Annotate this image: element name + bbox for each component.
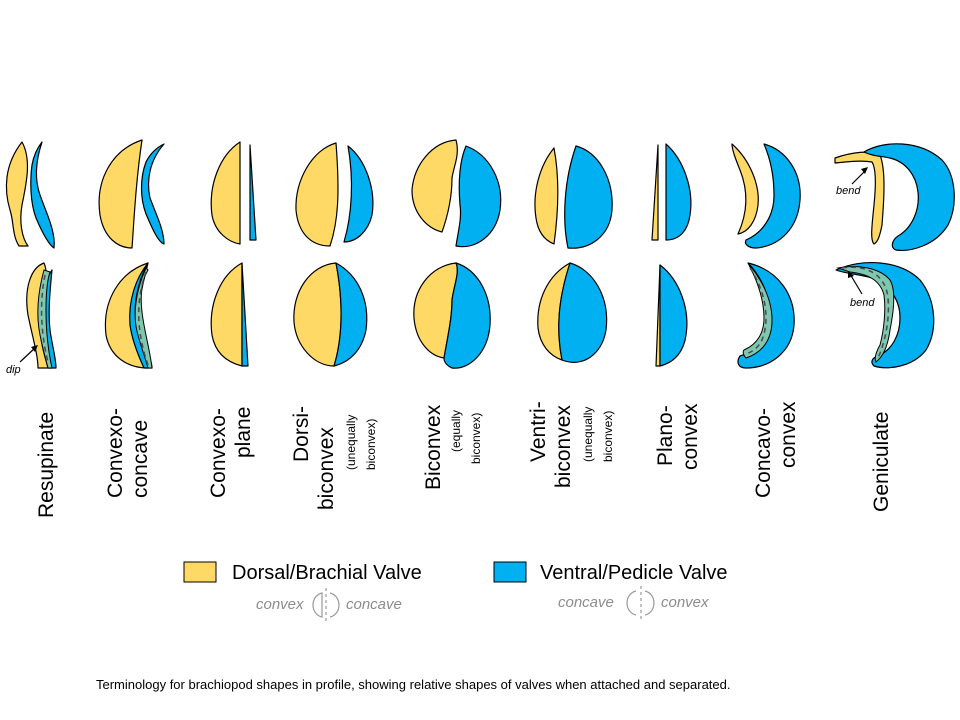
convexo-concave-dorsal-separated (98, 139, 143, 249)
geniculate-overlap-band (836, 266, 895, 363)
svg-text:Geniculate: Geniculate (870, 412, 893, 512)
label-dorsi-biconvex: Dorsi- biconvex (290, 406, 338, 510)
svg-text:Resupinate: Resupinate (35, 412, 58, 518)
legend-ventral-convex-icon (644, 590, 655, 616)
resupinate-ventral-separated (30, 141, 55, 249)
convexo-concave-dashed-line (138, 271, 149, 366)
label-convexo-plane: Convexo- plane (207, 407, 255, 498)
svg-text:Convexo-: Convexo- (104, 408, 127, 498)
label-convexo-concave: Convexo- concave (104, 408, 152, 498)
plano-convex-ventral-separated (665, 143, 692, 241)
label-biconvex: Biconvex (422, 404, 445, 490)
svg-text:biconvex): biconvex) (364, 419, 378, 470)
legend-dorsal-concave: concave (346, 596, 402, 613)
convexo-plane-ventral-separated (249, 144, 257, 241)
svg-text:convex: convex (679, 403, 702, 470)
biconvex-ventral-attached (443, 262, 491, 369)
bend-arrow-bottom (849, 273, 863, 295)
legend-ventral-swatch (493, 561, 527, 583)
legend: Dorsal/Brachial Valve convex concave Ven… (183, 561, 728, 622)
shape-resupinate: dip (5, 141, 57, 376)
legend-ventral-label: Ventral/Pedicle Valve (540, 562, 728, 584)
dorsi-biconvex-ventral-attached (333, 262, 368, 367)
svg-text:Plano-: Plano- (654, 405, 677, 466)
dip-arrowhead (31, 345, 38, 352)
svg-text:Concavo-: Concavo- (752, 408, 775, 498)
svg-text:biconvex: biconvex (315, 427, 338, 510)
shape-geniculate: bend bend (834, 143, 955, 369)
ventri-biconvex-dorsal-separated (534, 147, 559, 245)
svg-text:plane: plane (232, 407, 255, 458)
concavo-convex-dorsal-separated (731, 143, 759, 235)
legend-dorsal-convex: convex (256, 596, 304, 613)
shape-ventri-biconvex (534, 145, 613, 363)
svg-text:(equally: (equally (449, 410, 463, 452)
dorsi-biconvex-ventral-separated (343, 145, 374, 243)
resupinate-overlap-band (37, 269, 53, 369)
svg-text:biconvex): biconvex) (601, 411, 615, 462)
shape-convexo-plane (210, 141, 257, 367)
legend-dorsal-swatch (183, 561, 217, 583)
geniculate-dorsal-separated (834, 151, 885, 245)
ventri-biconvex-ventral-attached (558, 262, 608, 363)
biconvex-ventral-separated (455, 145, 502, 248)
sub-label-biconvex: (equally biconvex) (449, 410, 483, 464)
concavo-convex-overlap-band (742, 262, 773, 359)
svg-text:concave: concave (129, 420, 152, 498)
bend-label-top: bend (836, 185, 861, 197)
plano-convex-ventral-attached (659, 264, 688, 367)
label-plano-convex: Plano- convex (654, 403, 702, 470)
label-geniculate: Geniculate (870, 412, 893, 512)
legend-ventral-concave-icon (626, 590, 637, 616)
shape-convexo-concave (98, 139, 165, 369)
ventri-biconvex-ventral-separated (564, 145, 613, 249)
svg-text:Biconvex: Biconvex (422, 404, 445, 490)
label-resupinate: Resupinate (35, 412, 58, 518)
geniculate-dashed-line (841, 266, 890, 359)
svg-text:(unequally: (unequally (581, 407, 595, 462)
convexo-concave-overlap-band (134, 267, 153, 369)
geniculate-ventral-separated (863, 143, 955, 251)
convexo-plane-ventral-attached (241, 262, 249, 367)
svg-text:(unequally: (unequally (344, 415, 358, 470)
shape-dorsi-biconvex (293, 142, 374, 367)
dorsi-biconvex-dorsal-attached (293, 262, 342, 367)
legend-dorsal-convex-icon (312, 592, 323, 618)
bend-label-bottom: bend (850, 297, 875, 309)
label-ventri-biconvex: Ventri- biconvex (527, 401, 575, 488)
dip-label: dip (6, 364, 21, 376)
resupinate-dorsal-separated (5, 141, 29, 247)
concavo-convex-ventral-separated (744, 143, 801, 249)
shape-concavo-convex (731, 143, 801, 369)
svg-text:Dorsi-: Dorsi- (290, 406, 313, 462)
svg-text:convex: convex (777, 401, 800, 468)
svg-text:Convexo-: Convexo- (207, 408, 230, 498)
dorsi-biconvex-dorsal-separated (295, 142, 339, 247)
svg-text:Ventri-: Ventri- (527, 401, 550, 462)
legend-ventral-concave: concave (558, 594, 614, 611)
svg-text:biconvex: biconvex (552, 405, 575, 488)
biconvex-dorsal-separated (411, 139, 458, 233)
convexo-plane-dorsal-separated (210, 141, 241, 245)
plano-convex-dorsal-separated (651, 144, 659, 241)
bend-arrowhead-top (861, 167, 868, 174)
bend-arrowhead-bottom (848, 271, 854, 278)
label-concavo-convex: Concavo- convex (752, 401, 800, 498)
legend-dorsal-label: Dorsal/Brachial Valve (232, 562, 422, 584)
legend-dorsal-concave-icon (329, 592, 340, 618)
convexo-concave-ventral-separated (140, 143, 165, 245)
convexo-plane-dorsal-attached (210, 262, 243, 367)
svg-text:biconvex): biconvex) (469, 413, 483, 464)
sub-label-dorsi-biconvex: (unequally biconvex) (344, 415, 378, 470)
shape-plano-convex (651, 143, 692, 367)
shape-biconvex (411, 139, 502, 369)
figure-caption: Terminology for brachiopod shapes in pro… (96, 677, 731, 692)
concavo-convex-dashed-line (745, 267, 767, 355)
sub-label-ventri-biconvex: (unequally biconvex) (581, 407, 615, 462)
legend-ventral-convex: convex (661, 594, 709, 611)
